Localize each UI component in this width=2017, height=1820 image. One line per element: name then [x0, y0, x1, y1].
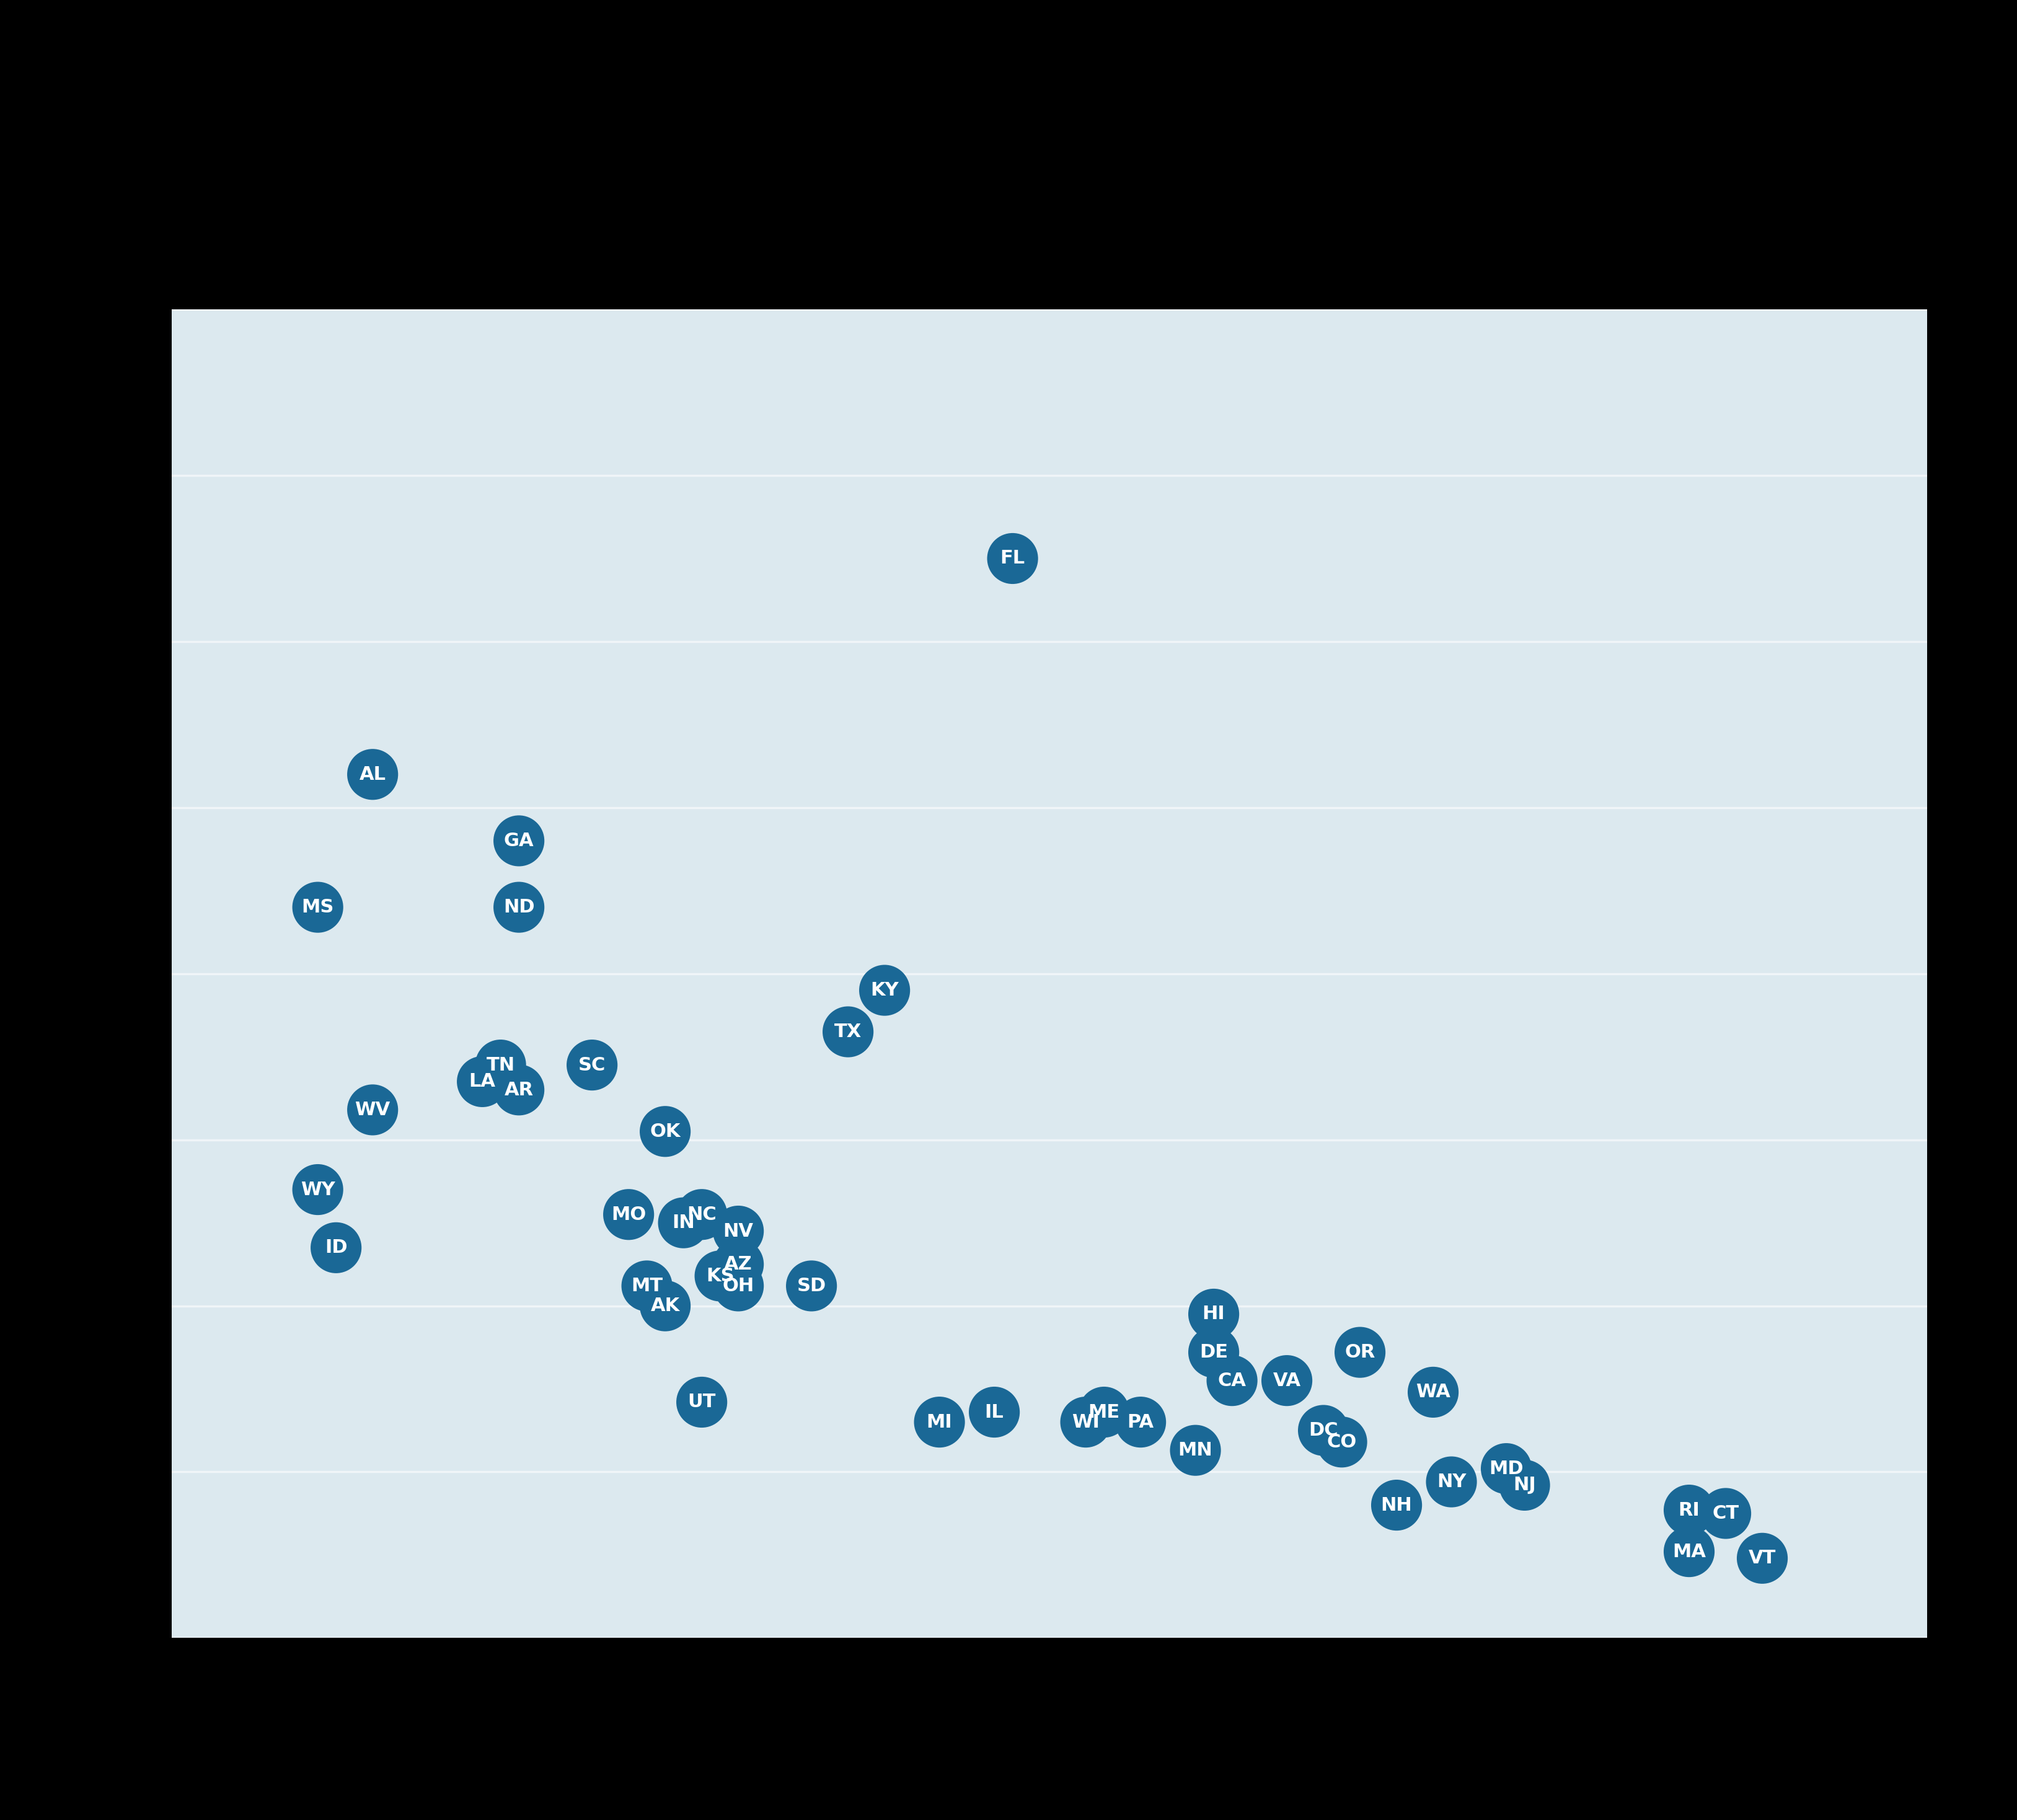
Point	[1198, 1299, 1230, 1329]
Text: NY: NY	[1436, 1472, 1466, 1491]
Point	[303, 892, 335, 921]
Point	[1380, 1491, 1412, 1520]
Point	[1198, 1338, 1230, 1367]
Point	[686, 1387, 718, 1416]
Point	[1708, 1500, 1741, 1529]
Point	[321, 1234, 353, 1263]
Point	[1123, 1407, 1156, 1436]
Text: VA: VA	[1273, 1372, 1301, 1390]
Text: MN: MN	[1178, 1441, 1212, 1460]
Text: OH: OH	[722, 1278, 754, 1294]
Point	[1216, 1367, 1249, 1396]
Point	[1343, 1338, 1376, 1367]
Point	[1178, 1436, 1210, 1465]
Point	[1672, 1496, 1704, 1525]
Point	[1672, 1538, 1704, 1567]
Point	[1434, 1467, 1466, 1496]
Text: TX: TX	[835, 1023, 861, 1041]
Text: AZ: AZ	[724, 1256, 752, 1274]
Text: TN: TN	[486, 1056, 514, 1074]
Point	[1416, 1378, 1448, 1407]
Text: LA: LA	[468, 1072, 496, 1090]
Text: SC: SC	[579, 1056, 605, 1074]
Text: DC: DC	[1309, 1421, 1337, 1440]
Text: NJ: NJ	[1513, 1476, 1535, 1494]
Text: MO: MO	[611, 1205, 645, 1223]
Point	[1745, 1543, 1777, 1572]
Text: CT: CT	[1712, 1505, 1739, 1523]
Point	[668, 1208, 700, 1238]
Point	[867, 976, 900, 1005]
Point	[575, 1050, 607, 1079]
Text: AL: AL	[359, 766, 385, 783]
Text: AK: AK	[649, 1298, 680, 1314]
Point	[502, 826, 535, 855]
Text: PA: PA	[1128, 1412, 1154, 1431]
Point	[704, 1261, 736, 1290]
Text: CO: CO	[1327, 1432, 1355, 1451]
Text: VT: VT	[1749, 1549, 1775, 1567]
Point	[1271, 1367, 1303, 1396]
Text: GA: GA	[504, 832, 535, 850]
Point	[924, 1407, 956, 1436]
Point	[1509, 1471, 1541, 1500]
Point	[996, 544, 1029, 573]
Point	[722, 1272, 754, 1301]
Text: HI: HI	[1202, 1305, 1224, 1323]
Text: OK: OK	[649, 1123, 680, 1141]
Point	[1307, 1416, 1339, 1445]
Text: MT: MT	[631, 1278, 662, 1294]
Point	[484, 1050, 516, 1079]
Point	[1087, 1398, 1119, 1427]
Text: NH: NH	[1380, 1496, 1412, 1514]
Text: MA: MA	[1672, 1543, 1704, 1560]
Point	[303, 1176, 335, 1205]
Point	[502, 1076, 535, 1105]
Point	[686, 1199, 718, 1228]
Text: RI: RI	[1678, 1501, 1700, 1520]
Text: DE: DE	[1198, 1343, 1228, 1361]
Point	[1069, 1407, 1101, 1436]
Point	[795, 1272, 827, 1301]
Text: KS: KS	[706, 1267, 734, 1285]
Text: SD: SD	[797, 1278, 825, 1294]
Text: NV: NV	[722, 1221, 752, 1239]
Text: OR: OR	[1343, 1343, 1376, 1361]
Point	[502, 892, 535, 921]
Text: ND: ND	[502, 899, 535, 915]
Point	[978, 1398, 1011, 1427]
Text: MD: MD	[1489, 1460, 1523, 1478]
Point	[357, 1096, 389, 1125]
Text: CA: CA	[1218, 1372, 1247, 1390]
Text: NC: NC	[686, 1205, 716, 1223]
Point	[357, 759, 389, 788]
Text: FL: FL	[1000, 550, 1025, 568]
Text: UT: UT	[688, 1392, 716, 1410]
Text: AR: AR	[504, 1081, 532, 1099]
Point	[613, 1199, 645, 1228]
Point	[466, 1067, 498, 1096]
Text: WV: WV	[355, 1101, 389, 1119]
Text: WY: WY	[301, 1181, 335, 1199]
Text: IL: IL	[984, 1403, 1004, 1421]
Text: ME: ME	[1087, 1403, 1119, 1421]
Text: MI: MI	[926, 1412, 952, 1431]
Point	[649, 1292, 682, 1321]
Text: KY: KY	[869, 981, 898, 999]
Point	[649, 1117, 682, 1147]
Point	[1325, 1427, 1357, 1456]
Point	[1491, 1454, 1523, 1483]
Point	[722, 1216, 754, 1245]
Point	[831, 1017, 863, 1046]
Text: IN: IN	[672, 1214, 694, 1232]
Point	[631, 1272, 664, 1301]
Text: MS: MS	[301, 899, 335, 915]
Text: WA: WA	[1416, 1383, 1450, 1401]
Text: ID: ID	[325, 1239, 347, 1258]
Point	[722, 1250, 754, 1279]
Text: WI: WI	[1071, 1412, 1099, 1431]
